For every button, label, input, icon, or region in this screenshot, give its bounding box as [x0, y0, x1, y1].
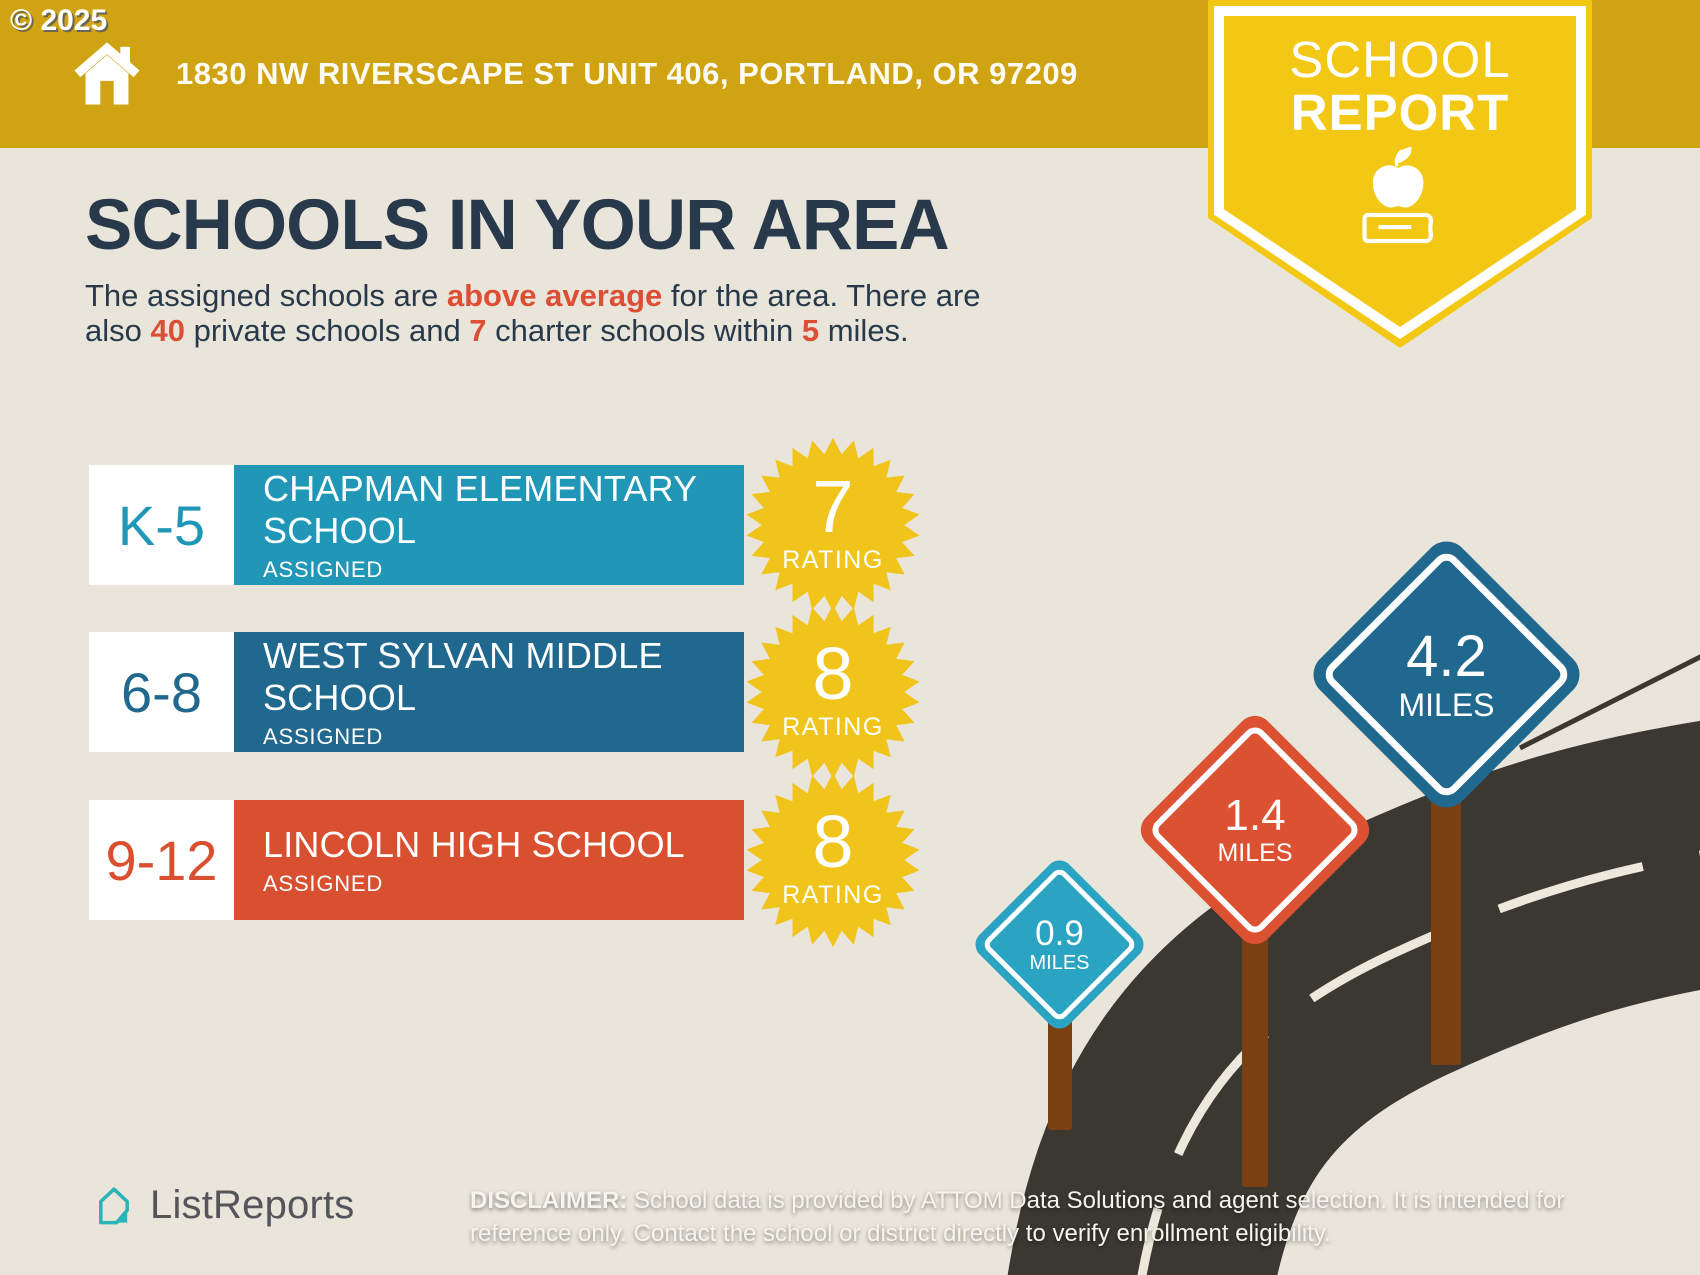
sign-post — [1048, 1012, 1072, 1130]
starburst-icon — [746, 437, 920, 613]
disclaimer-label: DISCLAIMER: — [470, 1187, 628, 1214]
property-address: 1830 NW RIVERSCAPE ST UNIT 406, PORTLAND… — [176, 56, 1078, 91]
sign-distance: 0.9 — [1035, 913, 1084, 953]
page-title: SCHOOLS IN YOUR AREA — [85, 186, 950, 265]
listreports-logo: ListReports — [92, 1182, 355, 1228]
rating-label: RATING — [782, 712, 884, 741]
school-name: CHAPMAN ELEMENTARY SCHOOL — [263, 467, 697, 551]
school-bar: WEST SYLVAN MIDDLE SCHOOL ASSIGNED — [234, 632, 744, 752]
school-row-elementary: K-5 CHAPMAN ELEMENTARY SCHOOL ASSIGNED 7… — [0, 437, 1700, 613]
school-status: ASSIGNED — [263, 556, 384, 582]
highlight-above-average: above average — [446, 278, 663, 313]
school-name: WEST SYLVAN MIDDLE SCHOOL — [263, 634, 663, 718]
school-report-badge: SCHOOL REPORT — [1208, 0, 1592, 348]
school-name: LINCOLN HIGH SCHOOL — [263, 823, 685, 865]
school-bar: LINCOLN HIGH SCHOOL ASSIGNED — [234, 800, 744, 920]
highlight-private-count: 40 — [150, 313, 185, 348]
starburst-icon — [746, 772, 920, 948]
badge-title-line1: SCHOOL — [1289, 31, 1511, 88]
school-row-middle: 6-8 WEST SYLVAN MIDDLE SCHOOL ASSIGNED 8… — [0, 604, 1700, 780]
grade-range-label: 9-12 — [89, 800, 234, 920]
intro-line2: also 40 private schools and 7 charter sc… — [85, 313, 909, 348]
copyright-watermark: © 2025 — [10, 4, 108, 37]
sign-post — [1242, 935, 1268, 1187]
grade-range-label: 6-8 — [89, 632, 234, 752]
rating-label: RATING — [782, 545, 884, 574]
rating-badge: 7 RATING — [745, 437, 921, 613]
rating-badge: 8 RATING — [745, 772, 921, 948]
sign-unit: MILES — [1029, 951, 1090, 974]
badge-title-line2: REPORT — [1290, 84, 1510, 141]
school-row-high: 9-12 LINCOLN HIGH SCHOOL ASSIGNED 8 RATI… — [0, 772, 1700, 948]
rating-badge: 8 RATING — [745, 604, 921, 780]
school-status: ASSIGNED — [263, 870, 384, 896]
grade-range-label: K-5 — [89, 465, 234, 585]
intro-line1: The assigned schools are above average f… — [85, 278, 981, 313]
rating-value: 7 — [812, 464, 854, 548]
school-status: ASSIGNED — [263, 723, 384, 749]
highlight-charter-count: 7 — [469, 313, 487, 348]
rating-value: 8 — [812, 799, 854, 883]
disclaimer-text: DISCLAIMER: School data is provided by A… — [470, 1187, 1565, 1247]
starburst-icon — [746, 604, 920, 780]
home-icon — [74, 42, 140, 105]
apple-book-icon — [1362, 146, 1433, 244]
brand-name: ListReports — [150, 1182, 355, 1227]
rating-value: 8 — [812, 631, 854, 715]
listreports-house-icon — [99, 1187, 129, 1225]
intro-text: The assigned schools are above average f… — [85, 278, 981, 348]
rating-label: RATING — [782, 880, 884, 909]
highlight-miles: 5 — [801, 313, 820, 348]
school-bar: CHAPMAN ELEMENTARY SCHOOL ASSIGNED — [234, 465, 744, 585]
